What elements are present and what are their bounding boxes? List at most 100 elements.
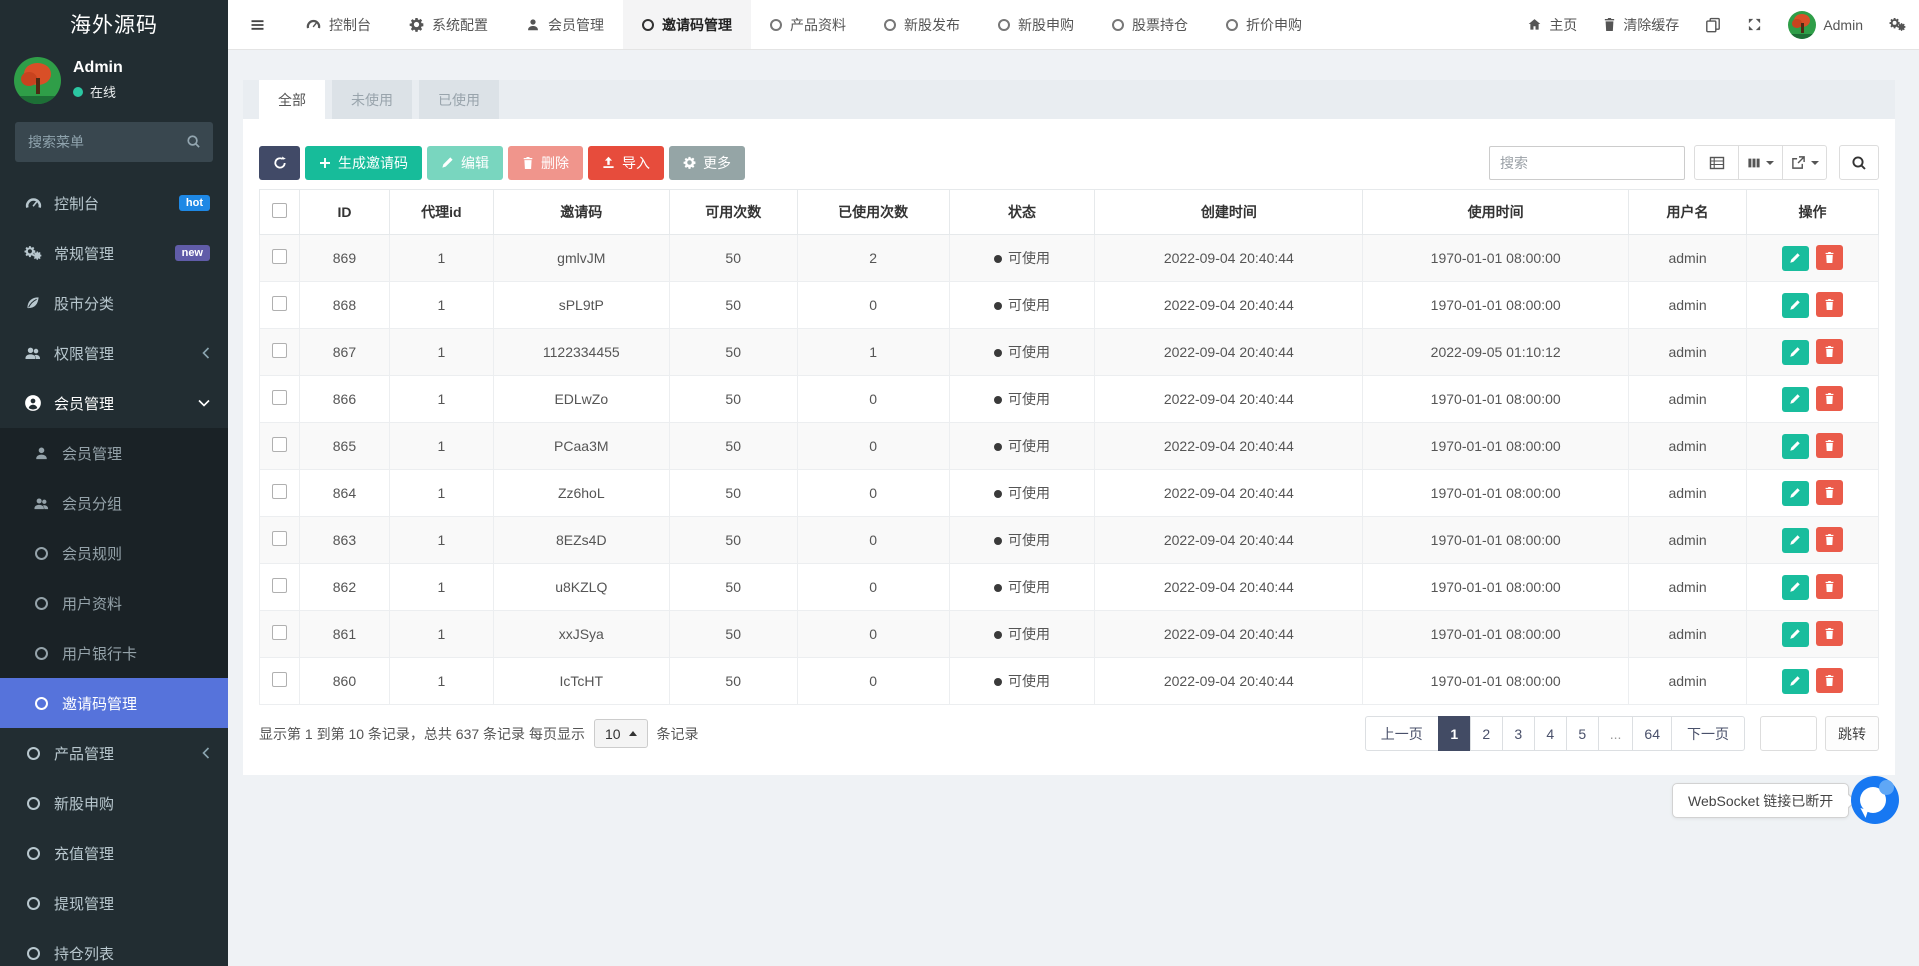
- row-checkbox[interactable]: [271, 296, 287, 311]
- export-button[interactable]: [1782, 145, 1827, 180]
- chat-widget-button[interactable]: [1851, 776, 1899, 824]
- filter-tab-used[interactable]: 已使用: [419, 80, 499, 119]
- fullscreen-icon[interactable]: [1734, 0, 1775, 49]
- sidebar-item-stock-category[interactable]: 股市分类: [0, 278, 228, 328]
- row-checkbox[interactable]: [271, 531, 287, 546]
- next-page-button[interactable]: 下一页: [1671, 716, 1745, 751]
- tab-product-info[interactable]: 产品资料: [751, 0, 865, 49]
- tab-discount-subscribe[interactable]: 折价申购: [1207, 0, 1321, 49]
- row-delete-button[interactable]: [1816, 292, 1844, 318]
- tab-ipo-release[interactable]: 新股发布: [865, 0, 979, 49]
- sidebar-item-member-rules[interactable]: 会员规则: [0, 528, 228, 578]
- cogs-icon: [22, 245, 44, 261]
- search-submit-button[interactable]: [1839, 145, 1879, 180]
- row-checkbox[interactable]: [271, 625, 287, 640]
- row-edit-button[interactable]: [1781, 245, 1809, 271]
- sidebar-item-ipo[interactable]: 新股申购: [0, 778, 228, 828]
- sidebar-item-member-manage[interactable]: 会员管理: [0, 428, 228, 478]
- sidebar-item-permissions[interactable]: 权限管理: [0, 328, 228, 378]
- filter-tab-all[interactable]: 全部: [259, 80, 325, 119]
- tab-ipo-subscribe[interactable]: 新股申购: [979, 0, 1093, 49]
- row-checkbox[interactable]: [271, 484, 287, 499]
- row-edit-button[interactable]: [1781, 480, 1809, 506]
- generate-invite-code-button[interactable]: 生成邀请码: [305, 145, 422, 180]
- row-edit-button[interactable]: [1781, 339, 1809, 365]
- sidebar-item-dashboard[interactable]: 控制台 hot: [0, 178, 228, 228]
- hamburger-icon[interactable]: [228, 0, 287, 49]
- caret-up-icon: [628, 731, 637, 736]
- page-button-1[interactable]: 1: [1437, 716, 1471, 751]
- user-menu[interactable]: Admin: [1775, 0, 1876, 49]
- pages-icon[interactable]: [1692, 0, 1734, 49]
- page-size-select[interactable]: 10: [593, 719, 648, 748]
- row-checkbox[interactable]: [271, 578, 287, 593]
- page-button-3[interactable]: 3: [1501, 716, 1535, 751]
- row-checkbox[interactable]: [271, 249, 287, 264]
- prev-page-button[interactable]: 上一页: [1364, 716, 1439, 751]
- refresh-icon: [273, 156, 287, 170]
- more-button[interactable]: 更多: [669, 145, 745, 180]
- delete-button[interactable]: 删除: [508, 145, 583, 180]
- sidebar-search-input[interactable]: [15, 122, 213, 162]
- row-edit-button[interactable]: [1781, 668, 1809, 694]
- row-delete-button[interactable]: [1816, 433, 1844, 459]
- sidebar-item-members[interactable]: 会员管理: [0, 378, 228, 428]
- sidebar-item-invite-codes[interactable]: 邀请码管理: [0, 678, 228, 728]
- row-delete-button[interactable]: [1816, 386, 1844, 412]
- clear-cache-button[interactable]: 清除缓存: [1590, 0, 1692, 49]
- tab-members[interactable]: 会员管理: [507, 0, 623, 49]
- tab-stock-positions[interactable]: 股票持仓: [1093, 0, 1207, 49]
- sidebar-item-general[interactable]: 常规管理 new: [0, 228, 228, 278]
- cell-id: 863: [298, 516, 390, 564]
- select-all-checkbox[interactable]: [271, 203, 287, 218]
- row-edit-button[interactable]: [1781, 292, 1809, 318]
- cell-created: 2022-09-04 20:40:44: [1094, 422, 1364, 470]
- import-button[interactable]: 导入: [588, 145, 664, 180]
- col-id: ID: [298, 189, 390, 235]
- status-dot-icon: [993, 396, 1002, 405]
- row-delete-button[interactable]: [1816, 621, 1844, 647]
- tab-invite-codes[interactable]: 邀请码管理: [623, 0, 751, 49]
- sidebar-item-user-profile[interactable]: 用户资料: [0, 578, 228, 628]
- sidebar-item-positions[interactable]: 持仓列表: [0, 928, 228, 966]
- tab-system-config[interactable]: 系统配置: [390, 0, 507, 49]
- row-checkbox[interactable]: [271, 672, 287, 687]
- table-search-input[interactable]: [1489, 145, 1685, 180]
- row-checkbox[interactable]: [271, 437, 287, 452]
- tab-dashboard[interactable]: 控制台: [287, 0, 390, 49]
- row-edit-button[interactable]: [1781, 433, 1809, 459]
- columns-button[interactable]: [1738, 145, 1783, 180]
- sidebar-item-user-bankcard[interactable]: 用户银行卡: [0, 628, 228, 678]
- page-button-2[interactable]: 2: [1469, 716, 1503, 751]
- page-button-64[interactable]: 64: [1632, 716, 1672, 751]
- page-button-5[interactable]: 5: [1565, 716, 1599, 751]
- jump-button[interactable]: 跳转: [1825, 716, 1879, 751]
- row-checkbox[interactable]: [271, 343, 287, 358]
- sidebar-item-withdraw[interactable]: 提现管理: [0, 878, 228, 928]
- row-delete-button[interactable]: [1816, 339, 1844, 365]
- refresh-button[interactable]: [259, 145, 300, 180]
- jump-page-input[interactable]: [1760, 716, 1817, 751]
- row-delete-button[interactable]: [1816, 574, 1844, 600]
- home-button[interactable]: 主页: [1514, 0, 1590, 49]
- detail-view-button[interactable]: [1694, 145, 1739, 180]
- page-button-4[interactable]: 4: [1533, 716, 1567, 751]
- row-delete-button[interactable]: [1816, 245, 1844, 271]
- edit-button[interactable]: 编辑: [427, 145, 503, 180]
- row-edit-button[interactable]: [1781, 527, 1809, 553]
- sidebar-item-recharge[interactable]: 充值管理: [0, 828, 228, 878]
- row-delete-button[interactable]: [1816, 480, 1844, 506]
- row-edit-button[interactable]: [1781, 574, 1809, 600]
- cogs-icon[interactable]: [1876, 0, 1919, 49]
- row-delete-button[interactable]: [1816, 668, 1844, 694]
- sidebar-item-member-groups[interactable]: 会员分组: [0, 478, 228, 528]
- col-agent-id: 代理id: [388, 189, 494, 235]
- page-ellipsis[interactable]: ...: [1597, 716, 1634, 751]
- row-edit-button[interactable]: [1781, 386, 1809, 412]
- row-checkbox[interactable]: [271, 390, 287, 405]
- row-delete-button[interactable]: [1816, 527, 1844, 553]
- row-edit-button[interactable]: [1781, 621, 1809, 647]
- filter-tab-unused[interactable]: 未使用: [332, 80, 412, 119]
- sidebar-item-products[interactable]: 产品管理: [0, 728, 228, 778]
- tab-label: 邀请码管理: [662, 16, 732, 33]
